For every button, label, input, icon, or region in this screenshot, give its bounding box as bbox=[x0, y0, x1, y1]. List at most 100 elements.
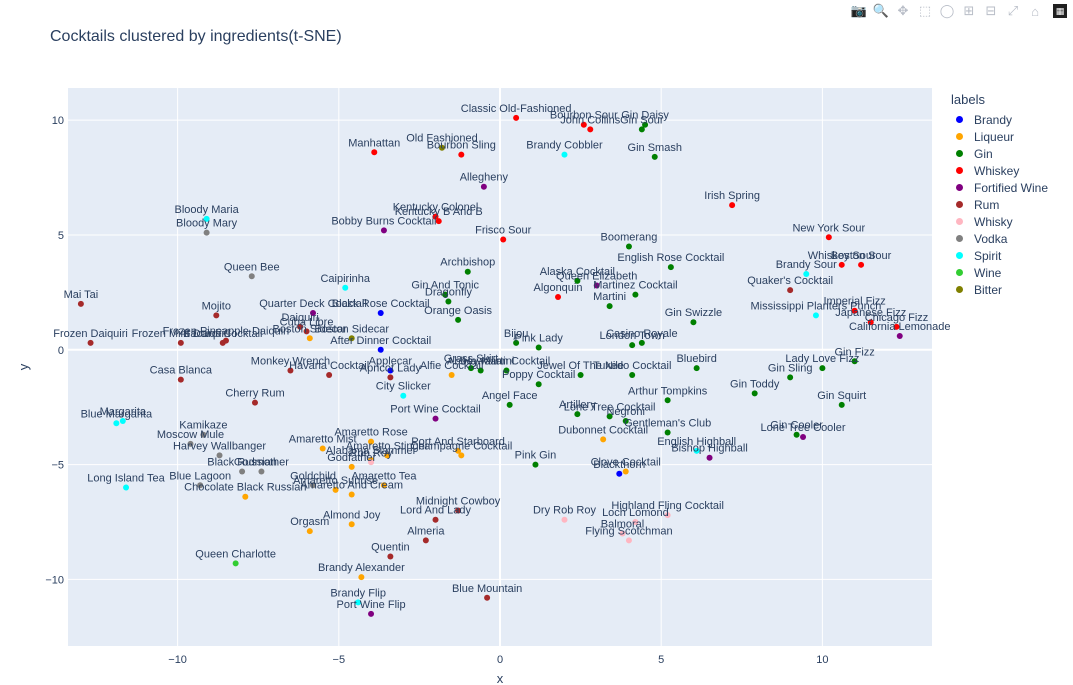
data-point[interactable] bbox=[387, 374, 394, 381]
data-point[interactable] bbox=[368, 438, 375, 445]
data-point[interactable] bbox=[464, 268, 471, 275]
data-point[interactable] bbox=[851, 307, 858, 314]
data-point[interactable] bbox=[622, 417, 629, 424]
data-point[interactable] bbox=[438, 144, 445, 151]
data-point[interactable] bbox=[587, 126, 594, 133]
data-point[interactable] bbox=[432, 213, 439, 220]
data-point[interactable] bbox=[513, 339, 520, 346]
data-point[interactable] bbox=[561, 516, 568, 523]
autoscale-icon[interactable]: ⤢ bbox=[1007, 3, 1019, 18]
data-point[interactable] bbox=[622, 468, 629, 475]
legend-item[interactable]: Whisky bbox=[951, 213, 1048, 230]
data-point[interactable] bbox=[348, 335, 355, 342]
data-point[interactable] bbox=[632, 291, 639, 298]
data-point[interactable] bbox=[432, 415, 439, 422]
data-point[interactable] bbox=[867, 319, 874, 326]
data-point[interactable] bbox=[306, 335, 313, 342]
data-point[interactable] bbox=[77, 300, 84, 307]
legend-item[interactable]: Brandy bbox=[951, 111, 1048, 128]
camera-icon[interactable]: 📷 bbox=[850, 3, 868, 18]
data-point[interactable] bbox=[629, 372, 636, 379]
data-point[interactable] bbox=[232, 560, 239, 567]
data-point[interactable] bbox=[593, 282, 600, 289]
data-point[interactable] bbox=[638, 339, 645, 346]
data-point[interactable] bbox=[729, 202, 736, 209]
data-point[interactable] bbox=[239, 468, 246, 475]
data-point[interactable] bbox=[664, 429, 671, 436]
data-point[interactable] bbox=[664, 512, 671, 519]
data-point[interactable] bbox=[632, 519, 639, 525]
data-point[interactable] bbox=[600, 436, 607, 443]
zoom-icon[interactable]: 🔍 bbox=[872, 3, 890, 18]
data-point[interactable] bbox=[216, 452, 223, 459]
legend-item[interactable]: Liqueur bbox=[951, 128, 1048, 145]
data-point[interactable] bbox=[787, 374, 794, 381]
data-point[interactable] bbox=[458, 452, 465, 459]
data-point[interactable] bbox=[422, 537, 429, 544]
data-point[interactable] bbox=[535, 381, 542, 388]
box-select-icon[interactable]: ⬚ bbox=[918, 3, 932, 18]
data-point[interactable] bbox=[606, 303, 613, 310]
data-point[interactable] bbox=[387, 553, 394, 560]
legend-item[interactable]: Bitter bbox=[951, 281, 1048, 298]
data-point[interactable] bbox=[203, 229, 210, 236]
data-point[interactable] bbox=[177, 339, 184, 346]
data-point[interactable] bbox=[248, 273, 255, 280]
data-point[interactable] bbox=[310, 310, 317, 317]
data-point[interactable] bbox=[803, 271, 810, 277]
data-point[interactable] bbox=[625, 243, 632, 250]
data-point[interactable] bbox=[477, 367, 484, 374]
data-point[interactable] bbox=[851, 358, 858, 365]
data-point[interactable] bbox=[577, 372, 584, 379]
data-point[interactable] bbox=[377, 310, 384, 317]
data-point[interactable] bbox=[251, 399, 258, 406]
legend-item[interactable]: Fortified Wine bbox=[951, 179, 1048, 196]
data-point[interactable] bbox=[664, 397, 671, 404]
data-point[interactable] bbox=[555, 293, 562, 300]
data-point[interactable] bbox=[667, 264, 674, 271]
data-point[interactable] bbox=[187, 440, 194, 447]
reset-axes-icon[interactable]: ⌂ bbox=[1031, 3, 1039, 19]
data-point[interactable] bbox=[580, 121, 587, 128]
data-point[interactable] bbox=[513, 114, 520, 121]
data-point[interactable] bbox=[348, 463, 355, 470]
data-point[interactable] bbox=[258, 468, 265, 475]
data-point[interactable] bbox=[306, 528, 313, 535]
data-point[interactable] bbox=[400, 392, 407, 399]
data-point[interactable] bbox=[242, 493, 249, 500]
legend-item[interactable]: Rum bbox=[951, 196, 1048, 213]
data-point[interactable] bbox=[213, 312, 220, 319]
data-point[interactable] bbox=[310, 482, 317, 489]
data-point[interactable] bbox=[793, 431, 800, 438]
data-point[interactable] bbox=[690, 319, 697, 326]
data-point[interactable] bbox=[355, 599, 362, 606]
pan-icon[interactable]: ✥ bbox=[897, 3, 909, 18]
data-point[interactable] bbox=[638, 126, 645, 133]
data-point[interactable] bbox=[432, 516, 439, 523]
data-point[interactable] bbox=[380, 482, 387, 489]
data-point[interactable] bbox=[693, 365, 700, 372]
data-point[interactable] bbox=[532, 461, 539, 468]
zoom-in-icon[interactable]: ⊞ bbox=[963, 3, 975, 18]
data-point[interactable] bbox=[200, 431, 207, 438]
data-point[interactable] bbox=[435, 218, 442, 225]
data-point[interactable] bbox=[358, 574, 365, 581]
data-point[interactable] bbox=[825, 234, 832, 241]
data-point[interactable] bbox=[629, 342, 636, 349]
data-point[interactable] bbox=[751, 390, 758, 397]
data-point[interactable] bbox=[177, 376, 184, 383]
data-point[interactable] bbox=[197, 482, 204, 489]
data-point[interactable] bbox=[332, 486, 339, 493]
data-point[interactable] bbox=[380, 227, 387, 234]
data-point[interactable] bbox=[467, 365, 474, 372]
data-point[interactable] bbox=[448, 372, 455, 379]
data-point[interactable] bbox=[535, 344, 542, 351]
data-point[interactable] bbox=[368, 459, 375, 466]
data-point[interactable] bbox=[574, 277, 581, 284]
data-point[interactable] bbox=[506, 401, 513, 408]
data-point[interactable] bbox=[787, 287, 794, 294]
data-point[interactable] bbox=[119, 417, 126, 424]
data-point[interactable] bbox=[342, 284, 349, 291]
data-point[interactable] bbox=[606, 413, 613, 420]
data-point[interactable] bbox=[303, 328, 310, 335]
